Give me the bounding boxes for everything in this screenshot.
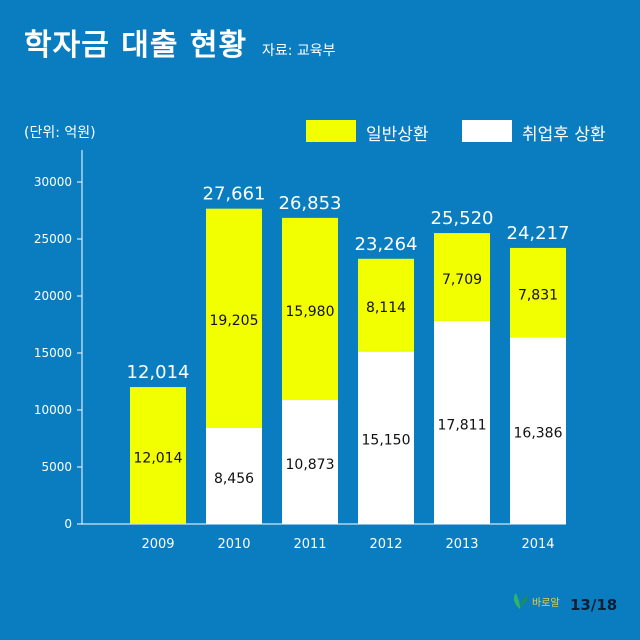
- total-label: 26,853: [279, 193, 342, 214]
- y-tick-label: 15000: [34, 346, 72, 360]
- value-label-income-contingent: 17,811: [438, 417, 487, 433]
- bar-general: [206, 208, 262, 428]
- y-tick-label: 30000: [34, 175, 72, 189]
- brand-logo-text: 바로알: [532, 598, 560, 609]
- x-tick-label: 2014: [521, 537, 554, 552]
- total-label: 27,661: [203, 184, 266, 205]
- leaf-logo-icon: [513, 593, 528, 609]
- unit-label: (단위: 억원): [24, 125, 96, 141]
- y-tick-label: 0: [64, 517, 72, 531]
- total-label: 23,264: [355, 234, 418, 255]
- value-label-general: 8,114: [366, 300, 406, 316]
- legend-label-income-contingent: 취업후 상환: [522, 125, 606, 145]
- bar-general: [510, 247, 566, 338]
- value-label-general: 7,709: [442, 272, 482, 288]
- source-note: 자료: 교육부: [262, 43, 336, 59]
- legend-label-general: 일반상환: [366, 125, 429, 145]
- value-label-general: 7,831: [518, 288, 558, 304]
- legend-swatch-income-contingent: [462, 120, 512, 142]
- value-label-income-contingent: 10,873: [286, 457, 335, 473]
- bar-income-contingent: [434, 320, 490, 524]
- y-tick-label: 10000: [34, 403, 72, 417]
- bar-general: [358, 258, 414, 352]
- y-tick-label: 5000: [41, 460, 72, 474]
- x-tick-label: 2012: [369, 537, 402, 552]
- value-label-general: 15,980: [286, 304, 335, 320]
- total-label: 25,520: [431, 208, 494, 229]
- bar-general: [282, 217, 338, 401]
- bar-general: [434, 233, 490, 321]
- value-label-general: 19,205: [210, 313, 259, 329]
- bar-income-contingent: [206, 427, 262, 524]
- y-tick-label: 25000: [34, 232, 72, 246]
- total-label: 24,217: [507, 223, 570, 244]
- legend-swatch-general: [306, 120, 356, 142]
- value-label-income-contingent: 8,456: [214, 471, 254, 487]
- value-label-income-contingent: 15,150: [362, 433, 411, 449]
- bar-income-contingent: [282, 400, 338, 524]
- x-tick-label: 2010: [217, 537, 250, 552]
- x-tick-label: 2009: [141, 537, 174, 552]
- page-title: 학자금 대출 현황: [24, 28, 248, 63]
- bar-general: [130, 387, 186, 524]
- value-label-income-contingent: 16,386: [514, 426, 563, 442]
- page-number: 13/18: [570, 596, 618, 614]
- bar-income-contingent: [510, 337, 566, 524]
- x-tick-label: 2013: [445, 537, 478, 552]
- y-tick-label: 20000: [34, 289, 72, 303]
- total-label: 12,014: [127, 362, 190, 383]
- bar-income-contingent: [358, 351, 414, 524]
- x-tick-label: 2011: [293, 537, 326, 552]
- value-label-general: 12,014: [134, 451, 183, 467]
